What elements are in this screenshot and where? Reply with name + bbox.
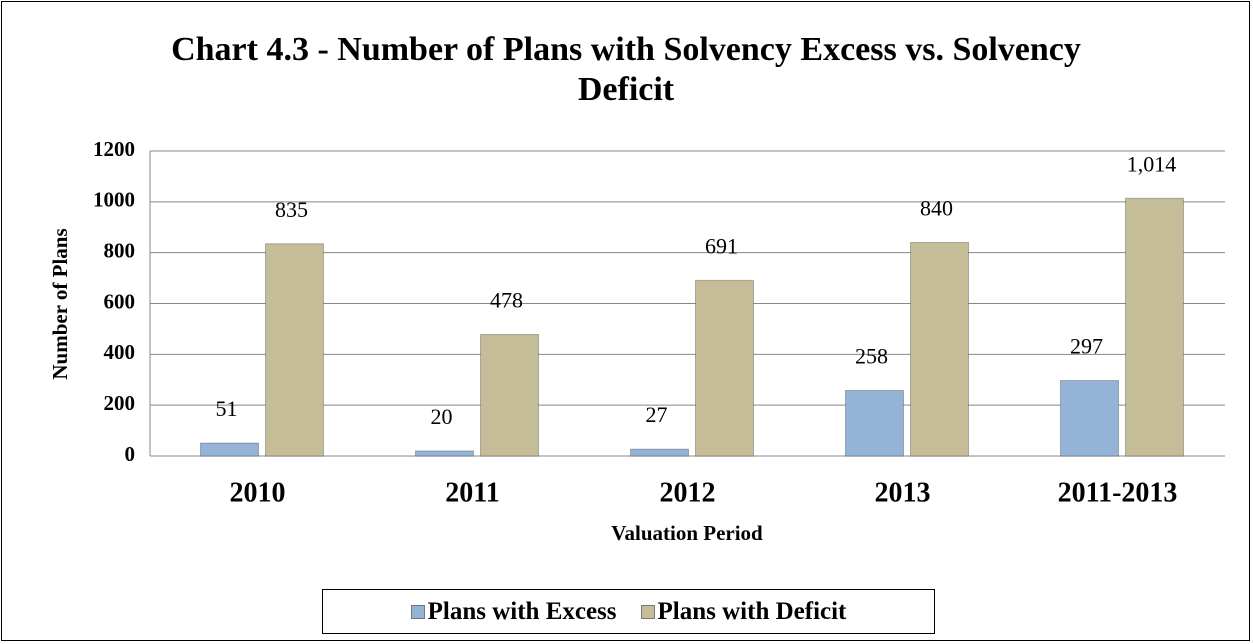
bar — [845, 389, 904, 457]
legend-item: Plans with Excess — [410, 597, 617, 626]
bar — [1060, 380, 1119, 457]
legend-label: Plans with Excess — [427, 597, 617, 625]
x-tick-label: 2011-2013 — [1058, 477, 1178, 508]
value-label: 20 — [431, 404, 453, 429]
y-tick-label: 200 — [104, 391, 136, 415]
value-label: 478 — [490, 288, 523, 313]
chart-title: Chart 4.3 - Number of Plans with Solvenc… — [171, 31, 1081, 108]
value-label: 840 — [920, 196, 953, 221]
y-tick-label: 0 — [125, 442, 136, 466]
value-label: 835 — [275, 197, 308, 222]
x-tick-label: 2011 — [445, 477, 499, 508]
legend-swatch — [640, 604, 655, 619]
bar — [200, 442, 259, 457]
bar — [910, 242, 969, 457]
bar — [415, 450, 474, 457]
legend: Plans with Excess Plans with Deficit — [322, 589, 935, 634]
y-axis-title: Number of Plans — [48, 228, 72, 379]
value-label: 691 — [705, 233, 738, 258]
y-tick-label: 1000 — [93, 188, 135, 212]
y-tick-label: 1200 — [93, 137, 135, 161]
bar — [630, 448, 689, 457]
bar — [480, 334, 539, 457]
y-tick-label: 600 — [104, 289, 136, 313]
x-axis-title: Valuation Period — [611, 521, 763, 545]
bar — [695, 279, 754, 457]
value-label: 258 — [855, 343, 888, 368]
y-tick-label: 400 — [104, 340, 136, 364]
bar — [1125, 197, 1184, 457]
legend-swatch — [410, 604, 425, 619]
value-label: 1,014 — [1127, 151, 1177, 176]
value-label: 297 — [1070, 334, 1103, 359]
legend-item: Plans with Deficit — [640, 597, 847, 626]
value-label: 51 — [216, 396, 238, 421]
x-tick-label: 2012 — [660, 477, 716, 508]
y-tick-label: 800 — [104, 238, 136, 262]
x-tick-label: 2010 — [230, 477, 286, 508]
value-label: 27 — [646, 402, 668, 427]
legend-label: Plans with Deficit — [657, 597, 847, 625]
x-tick-label: 2013 — [875, 477, 931, 508]
bar — [265, 243, 324, 457]
